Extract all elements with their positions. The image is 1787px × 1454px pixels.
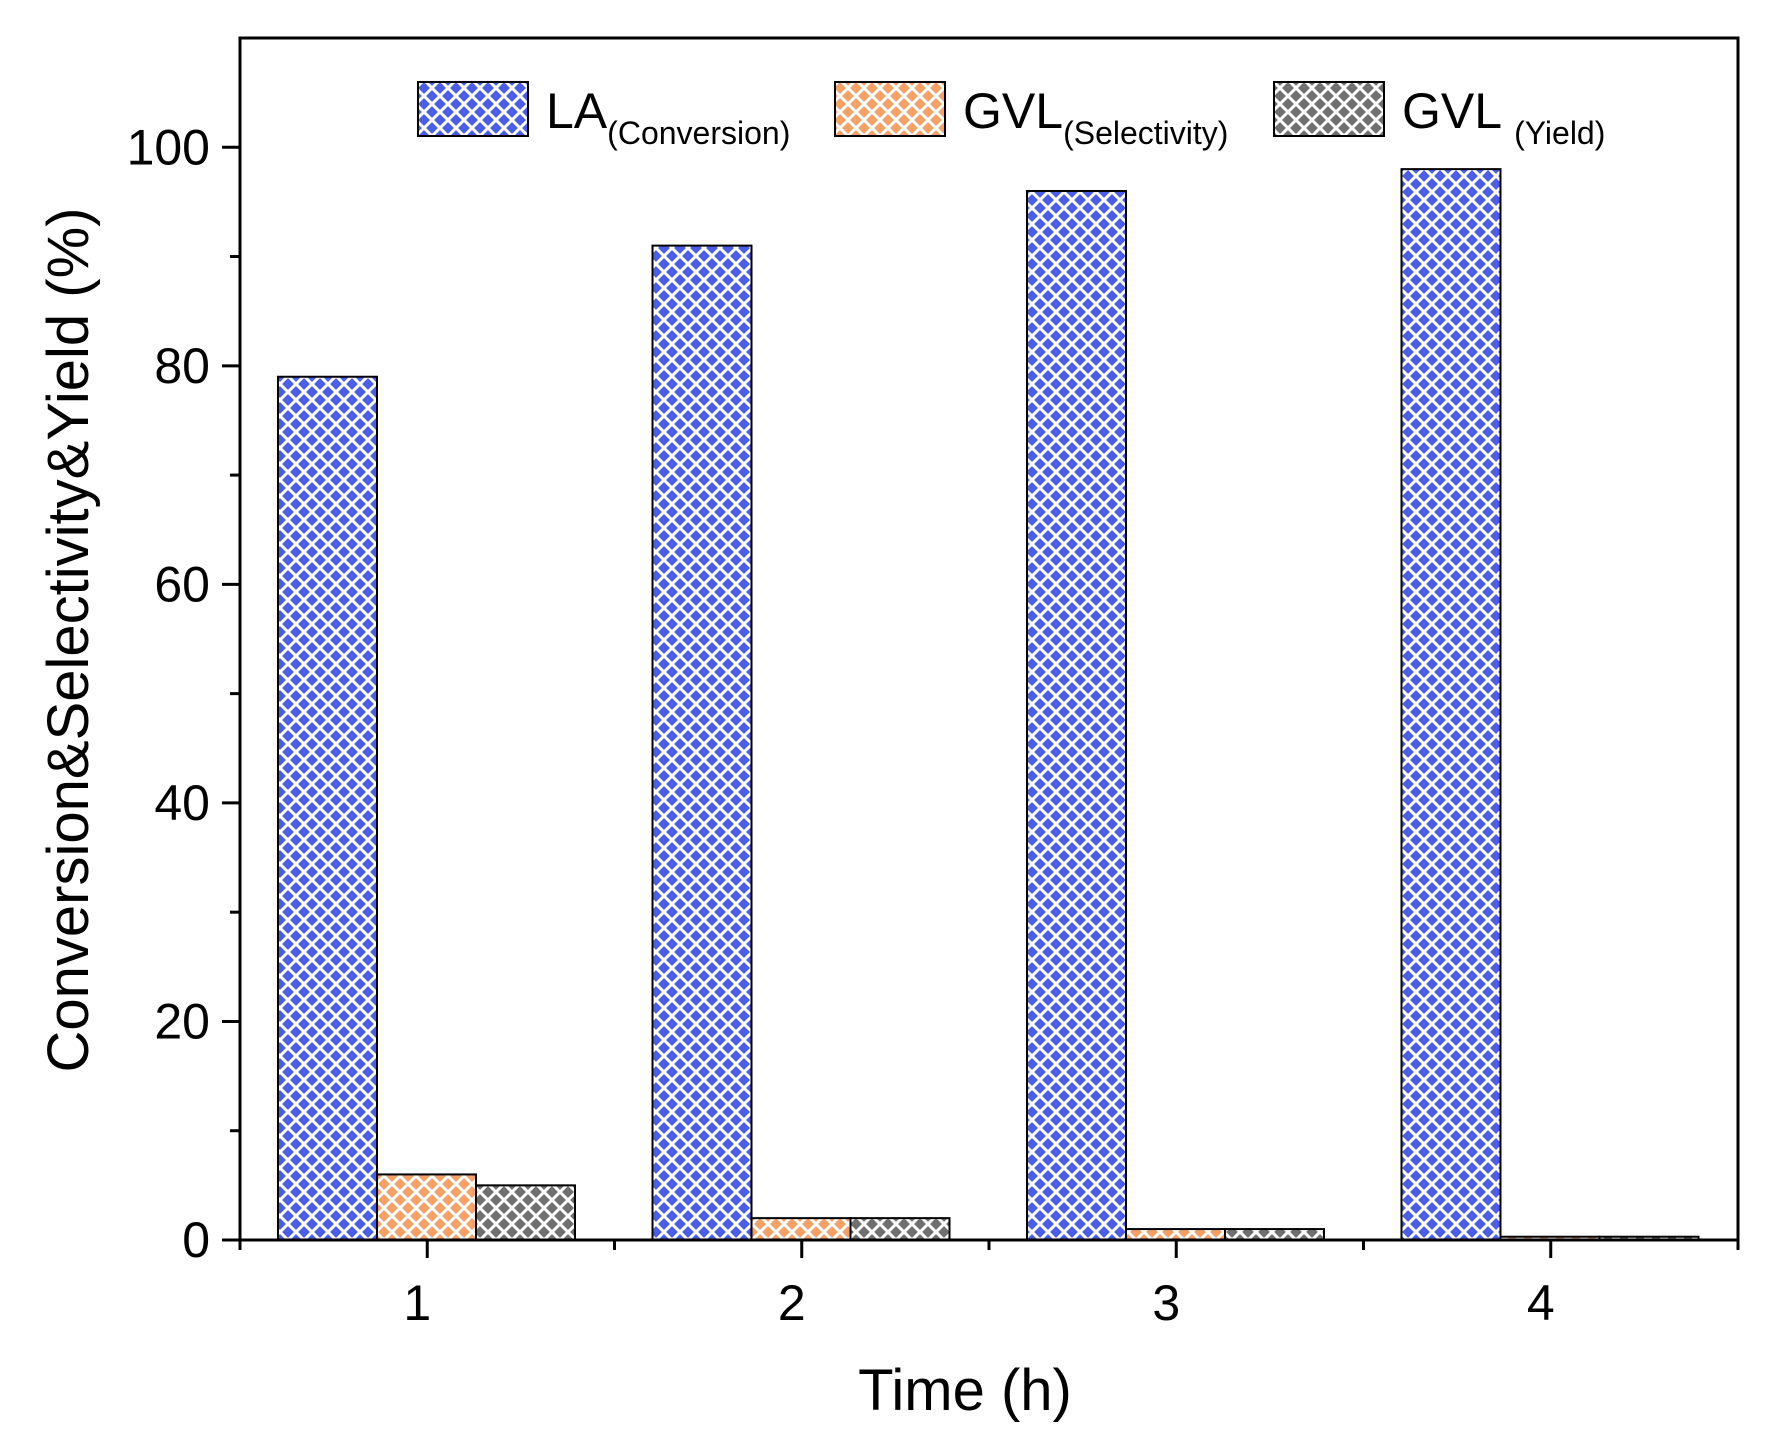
bar-2-cat-2 <box>750 1217 852 1242</box>
x-tick-label-1: 1 <box>403 1275 431 1331</box>
y-tick-label-80: 80 <box>154 338 210 394</box>
bar-1-cat-1 <box>277 375 378 1241</box>
bar-3-cat-2 <box>849 1217 951 1242</box>
bar-1-cat-2 <box>651 244 753 1242</box>
legend-label-2: GVL(Selectivity) <box>963 83 1228 151</box>
legend-item-3: GVL (Yield) <box>1273 81 1605 151</box>
bar-3-cat-3 <box>1224 1228 1325 1242</box>
legend-item-2: GVL(Selectivity) <box>834 81 1228 151</box>
bars-layer <box>277 168 1700 1242</box>
bar-2-cat-1 <box>376 1173 477 1242</box>
legend-label-1: LA(Conversion) <box>546 83 790 151</box>
legend-swatch-3 <box>1273 81 1385 137</box>
y-tick-label-40: 40 <box>154 775 210 831</box>
legend: LA(Conversion) GVL(Selectivity) GVL (Yield… <box>417 81 1605 151</box>
y-tick-label-20: 20 <box>154 993 210 1049</box>
plot-frame <box>238 36 1740 1242</box>
x-axis-title: Time (h) <box>858 1358 1072 1423</box>
legend-swatch-2 <box>834 81 946 137</box>
bar-1-cat-3 <box>1026 189 1127 1241</box>
bar-2-cat-3 <box>1125 1228 1226 1242</box>
x-tick-label-3: 3 <box>1152 1275 1180 1331</box>
legend-swatch-1 <box>417 81 529 137</box>
legend-item-1: LA(Conversion) <box>417 81 790 151</box>
y-tick-label-100: 100 <box>127 119 210 175</box>
y-tick-label-0: 0 <box>182 1212 210 1268</box>
bar-3-cat-1 <box>475 1184 576 1242</box>
axes-layer: 0 20 40 60 80 100 1 2 3 4 <box>127 36 1740 1331</box>
x-tick-label-2: 2 <box>778 1275 806 1331</box>
legend-label-3: GVL (Yield) <box>1402 83 1605 151</box>
bar-1-cat-4 <box>1400 168 1502 1241</box>
y-tick-label-60: 60 <box>154 556 210 612</box>
x-tick-label-4: 4 <box>1527 1275 1555 1331</box>
y-axis-title: Conversion&Selectivity&Yield (%) <box>36 208 101 1073</box>
